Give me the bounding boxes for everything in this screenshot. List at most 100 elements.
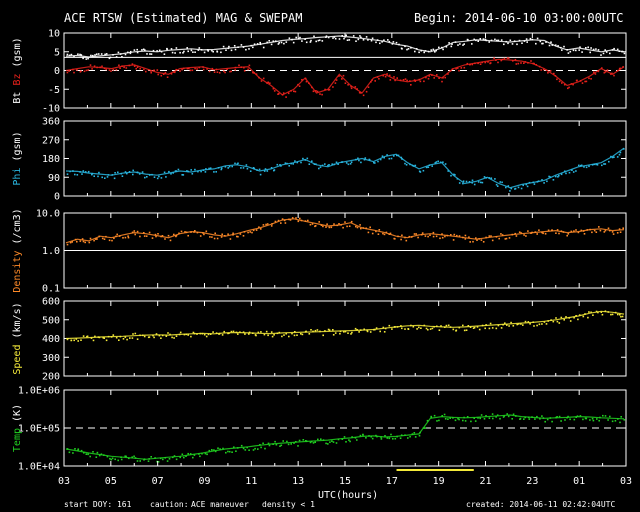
mag-bz-point <box>189 69 192 72</box>
density-density-point <box>488 235 491 237</box>
mag-bt-point <box>485 39 488 42</box>
phi-phi-point <box>588 165 590 168</box>
mag-bt-point <box>623 52 626 55</box>
mag-bz-point <box>512 60 514 62</box>
speed-speed-point <box>536 324 538 327</box>
phi-phi-point <box>220 168 223 171</box>
density-density-point <box>148 231 151 234</box>
phi-phi-point <box>158 175 160 178</box>
mag-bt-point <box>207 50 209 52</box>
speed-speed-point <box>148 336 151 338</box>
mag-bz-point <box>143 68 145 71</box>
mag-bt-point <box>616 48 619 51</box>
mag-bz-point <box>438 77 440 79</box>
speed-speed-point <box>510 321 512 324</box>
speed-speed-point <box>328 329 331 331</box>
speed-speed-point <box>527 321 530 323</box>
density-density-point <box>555 232 557 234</box>
temp-temp-point <box>436 420 438 422</box>
mag-bt-point <box>477 40 479 42</box>
temp-temp-point <box>92 451 94 453</box>
speed-speed-point <box>316 329 319 331</box>
density-density-point <box>500 233 502 235</box>
mag-bz-point <box>243 66 245 69</box>
speed-speed-point <box>244 333 246 335</box>
density-density-point <box>480 239 483 241</box>
speed-speed-point <box>132 333 134 335</box>
mag-bz-point <box>123 66 125 69</box>
temp-temp-point <box>560 420 562 422</box>
temp-temp-point <box>100 453 103 455</box>
mag-bt-point <box>97 53 100 55</box>
mag-bt-point <box>341 35 343 37</box>
mag-bz-point <box>619 67 622 70</box>
speed-speed-point <box>383 331 386 333</box>
density-density-point <box>227 233 229 235</box>
mag-bt-point <box>471 43 473 45</box>
phi-phi-point <box>364 157 367 159</box>
phi-phi-point <box>552 179 555 181</box>
mag-bz-point <box>409 80 411 82</box>
phi-phi-point <box>526 185 529 188</box>
speed-speed-point <box>541 323 543 325</box>
mag-bz-point <box>458 69 460 72</box>
phi-phi-point <box>114 172 116 174</box>
phi-phi-point <box>245 164 248 166</box>
phi-phi-point <box>319 166 322 168</box>
mag-bz-point <box>469 63 471 66</box>
mag-bt-point <box>104 53 106 56</box>
phi-phi-point <box>117 171 119 174</box>
temp-temp-point <box>549 417 552 419</box>
density-density-point <box>118 235 121 237</box>
mag-bt-point <box>198 47 201 49</box>
density-density-point <box>456 234 458 237</box>
density-density-point <box>193 231 195 233</box>
mag-bz-point <box>393 76 395 78</box>
phi-phi-point <box>87 170 90 173</box>
mag-bz-point <box>73 71 75 74</box>
phi-phi-point <box>138 173 141 175</box>
temp-temp-point <box>462 419 464 422</box>
phi-phi-point <box>259 173 262 176</box>
speed-speed-point <box>522 324 524 326</box>
phi-phi-point <box>499 181 501 183</box>
speed-speed-point <box>552 320 555 323</box>
density-density-point <box>194 230 196 232</box>
speed-speed-point <box>288 335 290 338</box>
mag-bz-point <box>451 68 454 70</box>
density-density-point <box>265 223 267 226</box>
density-density-point <box>350 220 353 223</box>
temp-temp-point <box>213 449 215 451</box>
temp-temp-point <box>599 416 601 419</box>
mag-bt-point <box>186 47 188 49</box>
mag-bz-point <box>389 79 392 81</box>
chart-header: ACE RTSW (Estimated) MAG & SWEPAM Begin:… <box>64 11 624 25</box>
speed-speed-point <box>621 315 624 318</box>
speed-speed-point <box>107 335 110 338</box>
mag-bt-point <box>160 50 163 53</box>
density-density-point <box>378 229 381 231</box>
temp-temp-point <box>114 458 116 461</box>
phi-phi-point <box>204 171 207 173</box>
speed-speed-point <box>467 325 470 327</box>
phi-phi-point <box>575 170 577 172</box>
phi-phi-point <box>611 156 614 159</box>
density-density-point <box>89 237 92 240</box>
mag-bz-point <box>118 64 120 67</box>
speed-speed-point <box>484 327 486 330</box>
mag-bt-point <box>600 54 602 56</box>
mag-bz-point <box>399 79 402 82</box>
density-density-point <box>151 237 154 239</box>
mag-bz-point <box>267 81 269 84</box>
mag-bz-point <box>321 93 323 96</box>
mag-bt-point <box>92 54 94 57</box>
temp-temp-point <box>77 449 79 452</box>
mag-bz-point <box>338 75 340 77</box>
mag-bt-point <box>100 53 103 55</box>
temp-temp-point <box>413 432 416 434</box>
mag-bz-point <box>622 66 624 68</box>
speed-speed-point <box>80 339 82 341</box>
speed-speed-point <box>319 330 321 333</box>
mag-bz-point <box>493 57 495 59</box>
mag-bt-point <box>503 43 505 46</box>
